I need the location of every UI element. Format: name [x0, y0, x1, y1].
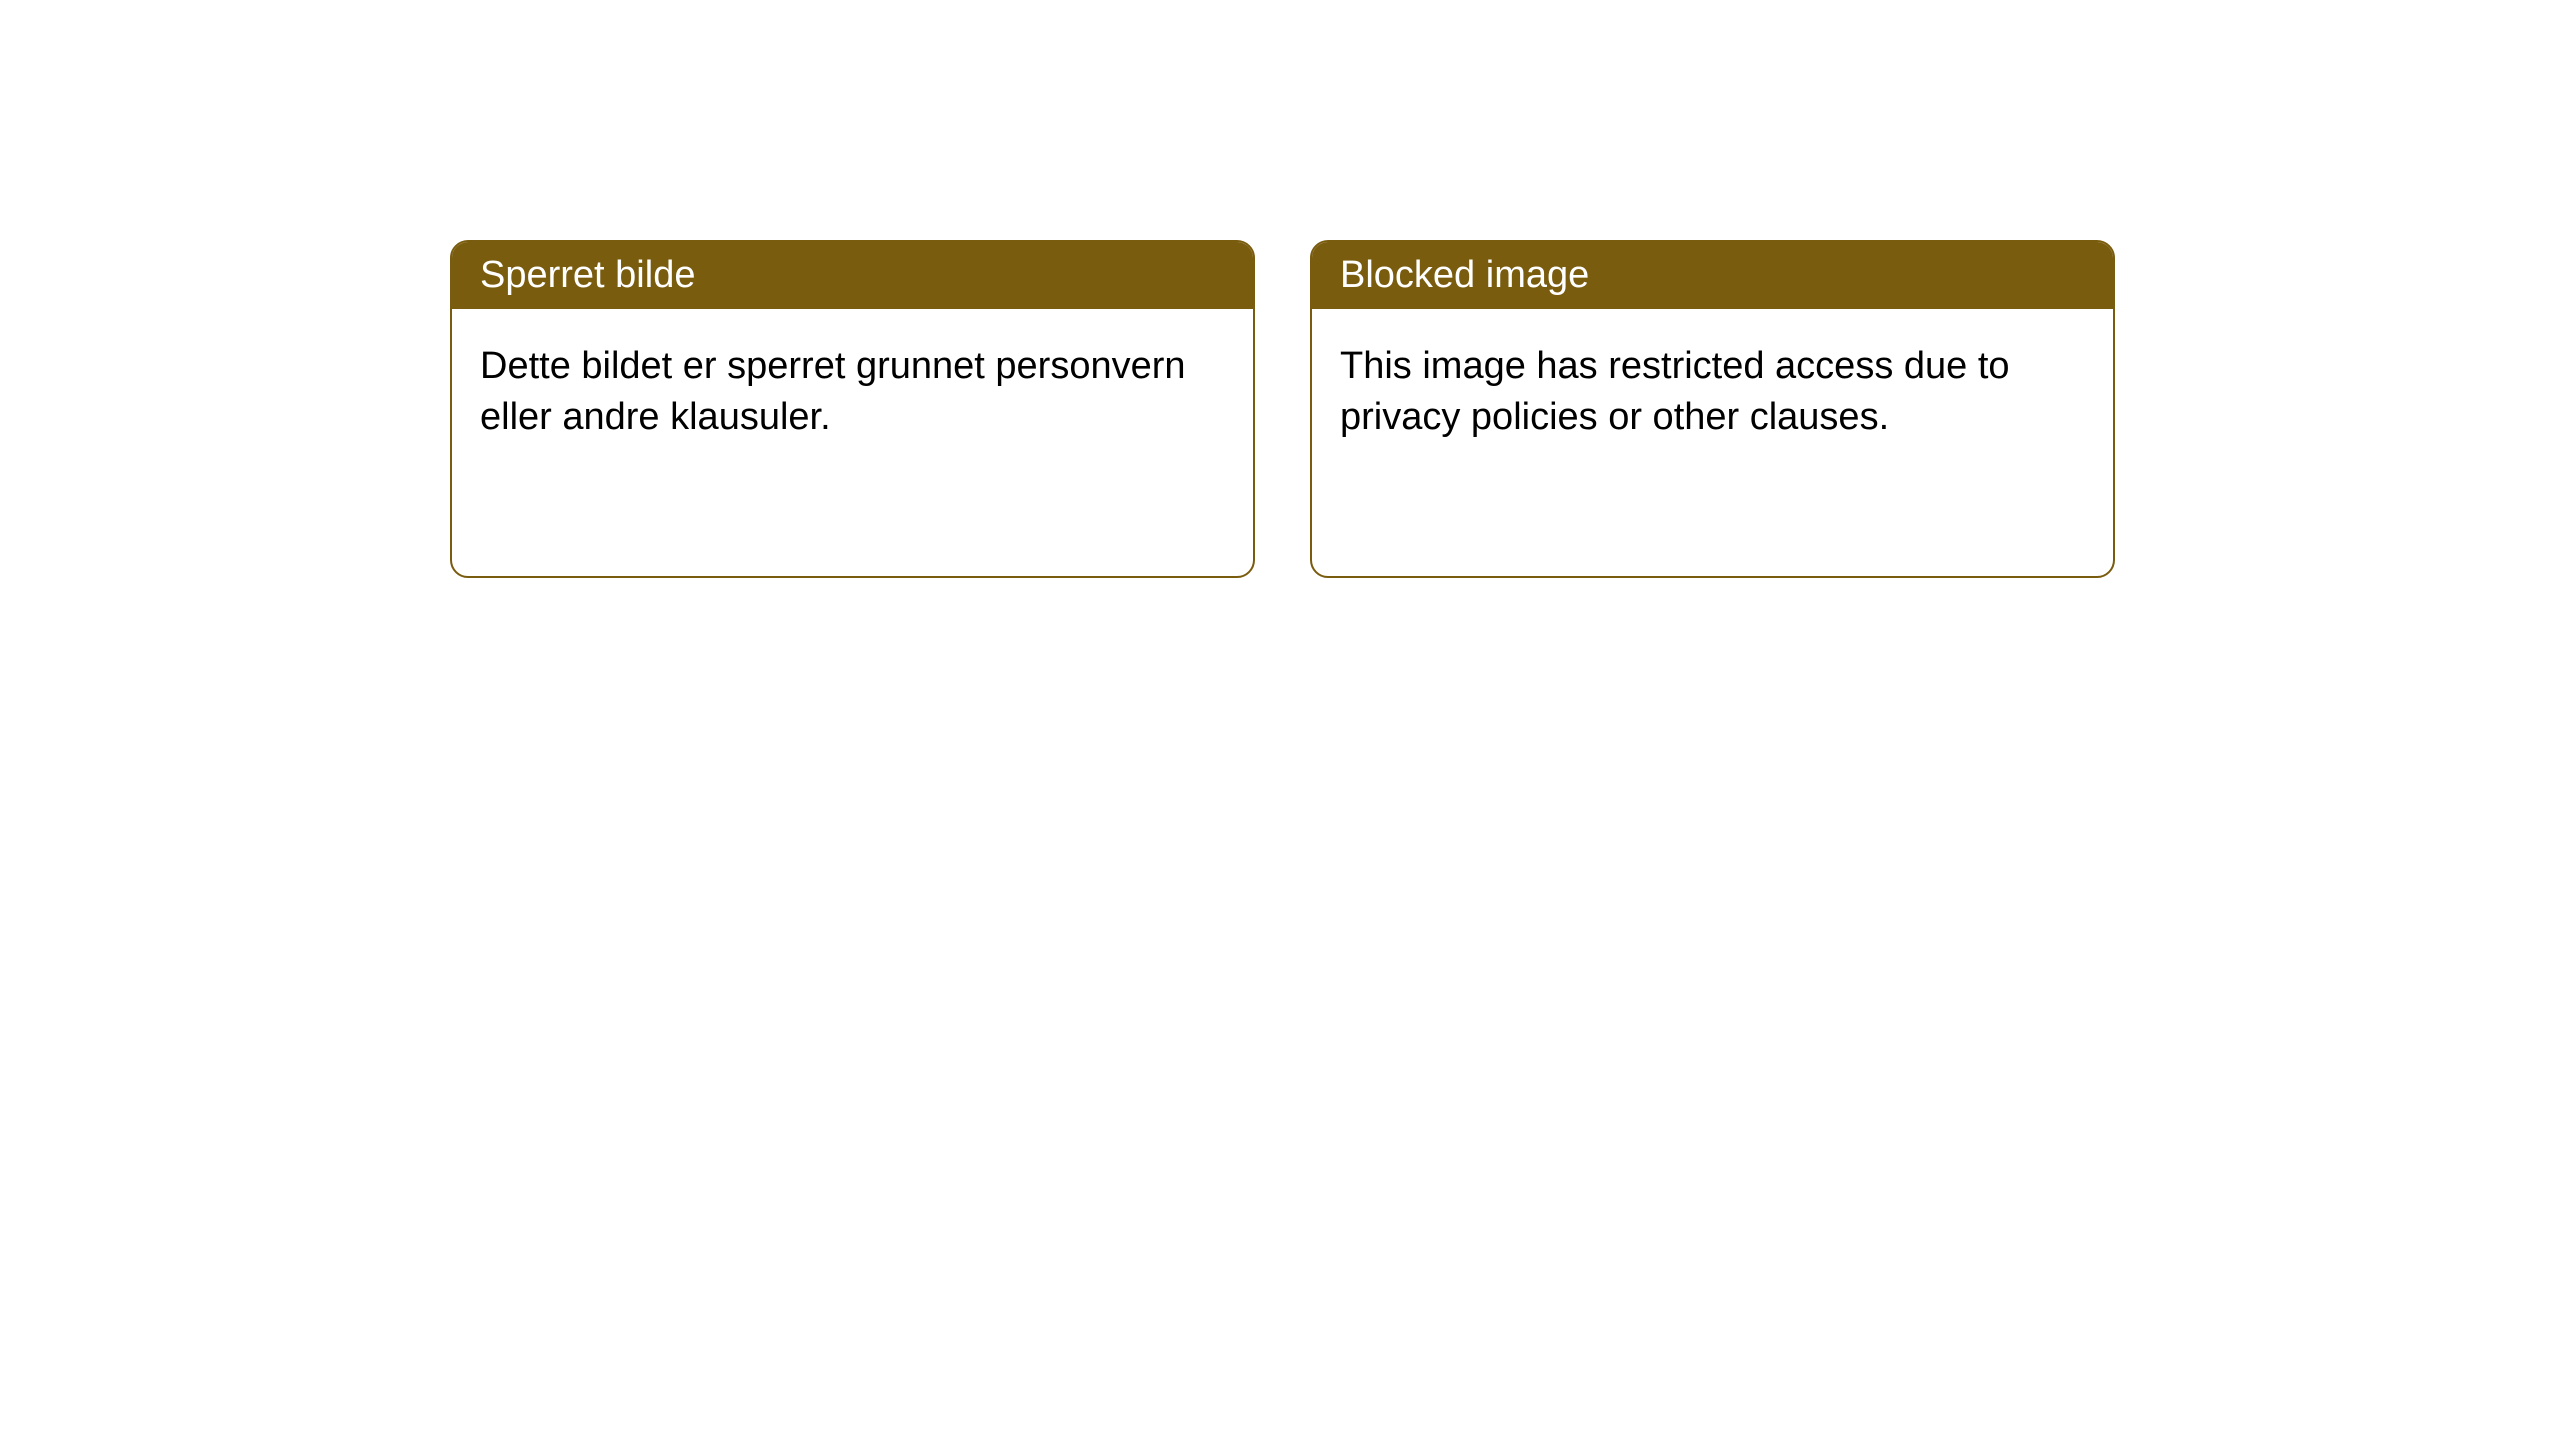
notice-body-text: Dette bildet er sperret grunnet personve…: [480, 345, 1186, 438]
notice-title: Sperret bilde: [480, 254, 695, 296]
notice-card-norwegian: Sperret bilde Dette bildet er sperret gr…: [450, 240, 1255, 578]
notice-title: Blocked image: [1340, 254, 1589, 296]
notice-header: Sperret bilde: [452, 242, 1253, 309]
notice-container: Sperret bilde Dette bildet er sperret gr…: [0, 0, 2560, 578]
notice-body-text: This image has restricted access due to …: [1340, 345, 2010, 438]
notice-body: This image has restricted access due to …: [1312, 309, 2113, 476]
notice-body: Dette bildet er sperret grunnet personve…: [452, 309, 1253, 476]
notice-header: Blocked image: [1312, 242, 2113, 309]
notice-card-english: Blocked image This image has restricted …: [1310, 240, 2115, 578]
